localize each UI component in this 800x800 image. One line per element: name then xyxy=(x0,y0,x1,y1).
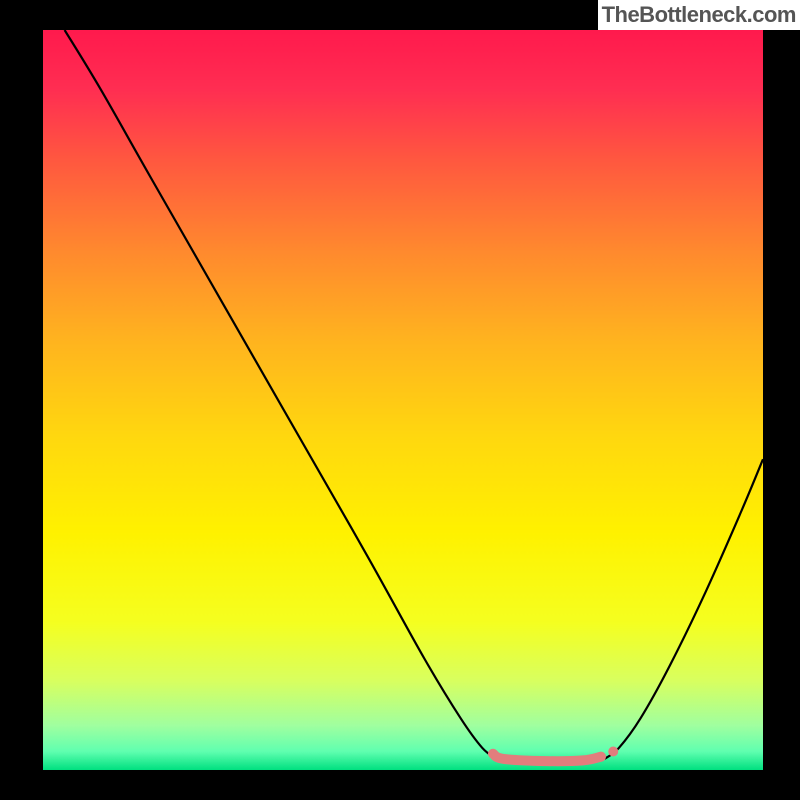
gradient-background xyxy=(43,30,763,770)
watermark-label: TheBottleneck.com xyxy=(598,0,800,30)
chart-container: TheBottleneck.com xyxy=(0,0,800,800)
